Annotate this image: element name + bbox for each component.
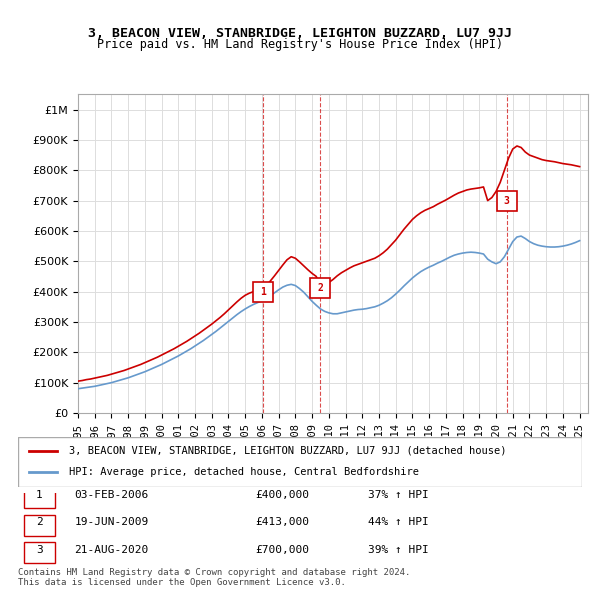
- Text: Contains HM Land Registry data © Crown copyright and database right 2024.
This d: Contains HM Land Registry data © Crown c…: [18, 568, 410, 587]
- Text: 03-FEB-2006: 03-FEB-2006: [74, 490, 149, 500]
- Text: 39% ↑ HPI: 39% ↑ HPI: [368, 545, 428, 555]
- Text: £700,000: £700,000: [255, 545, 309, 555]
- Text: HPI: Average price, detached house, Central Bedfordshire: HPI: Average price, detached house, Cent…: [69, 467, 419, 477]
- Text: 1: 1: [260, 287, 266, 297]
- FancyBboxPatch shape: [18, 437, 582, 487]
- Text: £400,000: £400,000: [255, 490, 309, 500]
- Text: 2: 2: [36, 517, 43, 527]
- Text: £413,000: £413,000: [255, 517, 309, 527]
- Text: 37% ↑ HPI: 37% ↑ HPI: [368, 490, 428, 500]
- Text: 2: 2: [317, 283, 323, 293]
- Text: 21-AUG-2020: 21-AUG-2020: [74, 545, 149, 555]
- Text: 44% ↑ HPI: 44% ↑ HPI: [368, 517, 428, 527]
- Text: 3: 3: [504, 196, 509, 205]
- Text: 3: 3: [36, 545, 43, 555]
- Text: 1: 1: [36, 490, 43, 500]
- Text: 3, BEACON VIEW, STANBRIDGE, LEIGHTON BUZZARD, LU7 9JJ: 3, BEACON VIEW, STANBRIDGE, LEIGHTON BUZ…: [88, 27, 512, 40]
- Text: 19-JUN-2009: 19-JUN-2009: [74, 517, 149, 527]
- FancyBboxPatch shape: [23, 487, 55, 508]
- FancyBboxPatch shape: [23, 514, 55, 536]
- Text: Price paid vs. HM Land Registry's House Price Index (HPI): Price paid vs. HM Land Registry's House …: [97, 38, 503, 51]
- FancyBboxPatch shape: [23, 542, 55, 563]
- Text: 3, BEACON VIEW, STANBRIDGE, LEIGHTON BUZZARD, LU7 9JJ (detached house): 3, BEACON VIEW, STANBRIDGE, LEIGHTON BUZ…: [69, 445, 506, 455]
